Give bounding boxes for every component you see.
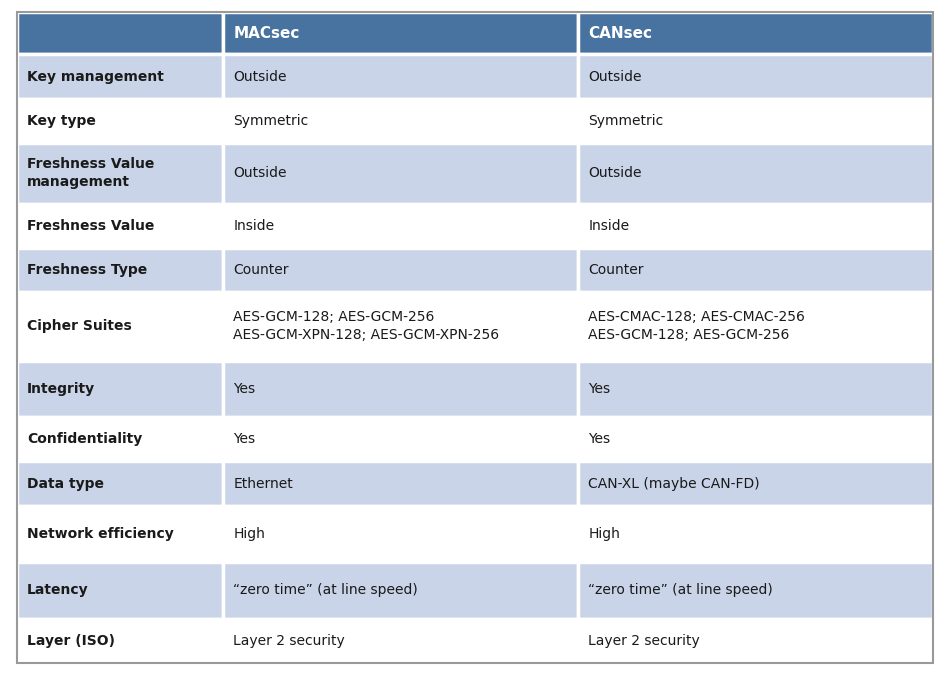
Text: Confidentiality: Confidentiality [28,432,142,446]
Bar [579,204,933,248]
Text: “zero time” (at line speed): “zero time” (at line speed) [588,583,773,597]
Bar [17,204,223,248]
Bar [579,417,933,462]
Text: Inside: Inside [588,219,630,233]
Text: Outside: Outside [233,70,287,84]
Bar [17,292,223,360]
Text: Latency: Latency [28,583,88,597]
Text: Outside: Outside [233,166,287,180]
Text: Counter: Counter [233,263,289,277]
Bar [223,562,579,618]
Text: Outside: Outside [588,70,642,84]
Bar [579,618,933,663]
Bar [17,462,223,506]
Text: Key management: Key management [28,70,164,84]
Bar [579,99,933,143]
Bar [579,506,933,562]
Bar [579,12,933,55]
Bar [17,506,223,562]
Bar [223,462,579,506]
Text: AES-CMAC-128; AES-CMAC-256
AES-GCM-128; AES-GCM-256: AES-CMAC-128; AES-CMAC-256 AES-GCM-128; … [588,310,806,342]
Text: Freshness Value: Freshness Value [28,219,155,233]
Text: Freshness Type: Freshness Type [28,263,147,277]
Text: Yes: Yes [588,432,611,446]
Text: Network efficiency: Network efficiency [28,527,174,541]
Bar [17,143,223,204]
Text: Inside: Inside [233,219,275,233]
Text: MACsec: MACsec [233,26,299,40]
Bar [579,562,933,618]
Bar [579,248,933,292]
Text: “zero time” (at line speed): “zero time” (at line speed) [233,583,418,597]
Text: Yes: Yes [233,432,256,446]
Text: High: High [588,527,620,541]
Bar [223,360,579,417]
Bar [223,618,579,663]
Bar [579,462,933,506]
Bar [579,360,933,417]
Bar [223,248,579,292]
Bar [17,360,223,417]
Text: CAN-XL (maybe CAN-FD): CAN-XL (maybe CAN-FD) [588,477,760,491]
Text: Symmetric: Symmetric [233,114,309,128]
Text: High: High [233,527,265,541]
Text: Key type: Key type [28,114,96,128]
Bar [579,55,933,99]
Text: Cipher Suites: Cipher Suites [28,319,132,333]
Text: Layer 2 security: Layer 2 security [233,634,345,648]
Text: CANsec: CANsec [588,26,653,40]
Bar [17,12,223,55]
Bar [223,204,579,248]
Text: Yes: Yes [588,382,611,396]
Text: Symmetric: Symmetric [588,114,664,128]
Bar [223,143,579,204]
Bar [223,55,579,99]
Bar [17,248,223,292]
Text: Ethernet: Ethernet [233,477,293,491]
Bar [17,618,223,663]
Text: AES-GCM-128; AES-GCM-256
AES-GCM-XPN-128; AES-GCM-XPN-256: AES-GCM-128; AES-GCM-256 AES-GCM-XPN-128… [233,310,500,342]
Bar [223,292,579,360]
Bar [223,417,579,462]
Bar [17,99,223,143]
Bar [579,292,933,360]
Text: Integrity: Integrity [28,382,95,396]
Text: Freshness Value
management: Freshness Value management [28,157,155,189]
Text: Counter: Counter [588,263,644,277]
Text: Layer (ISO): Layer (ISO) [28,634,115,648]
Text: Yes: Yes [233,382,256,396]
Bar [579,143,933,204]
Text: Outside: Outside [588,166,642,180]
Text: Layer 2 security: Layer 2 security [588,634,700,648]
Text: Data type: Data type [28,477,104,491]
Bar [17,562,223,618]
Bar [223,99,579,143]
Bar [223,12,579,55]
Bar [223,506,579,562]
Bar [17,417,223,462]
Bar [17,55,223,99]
